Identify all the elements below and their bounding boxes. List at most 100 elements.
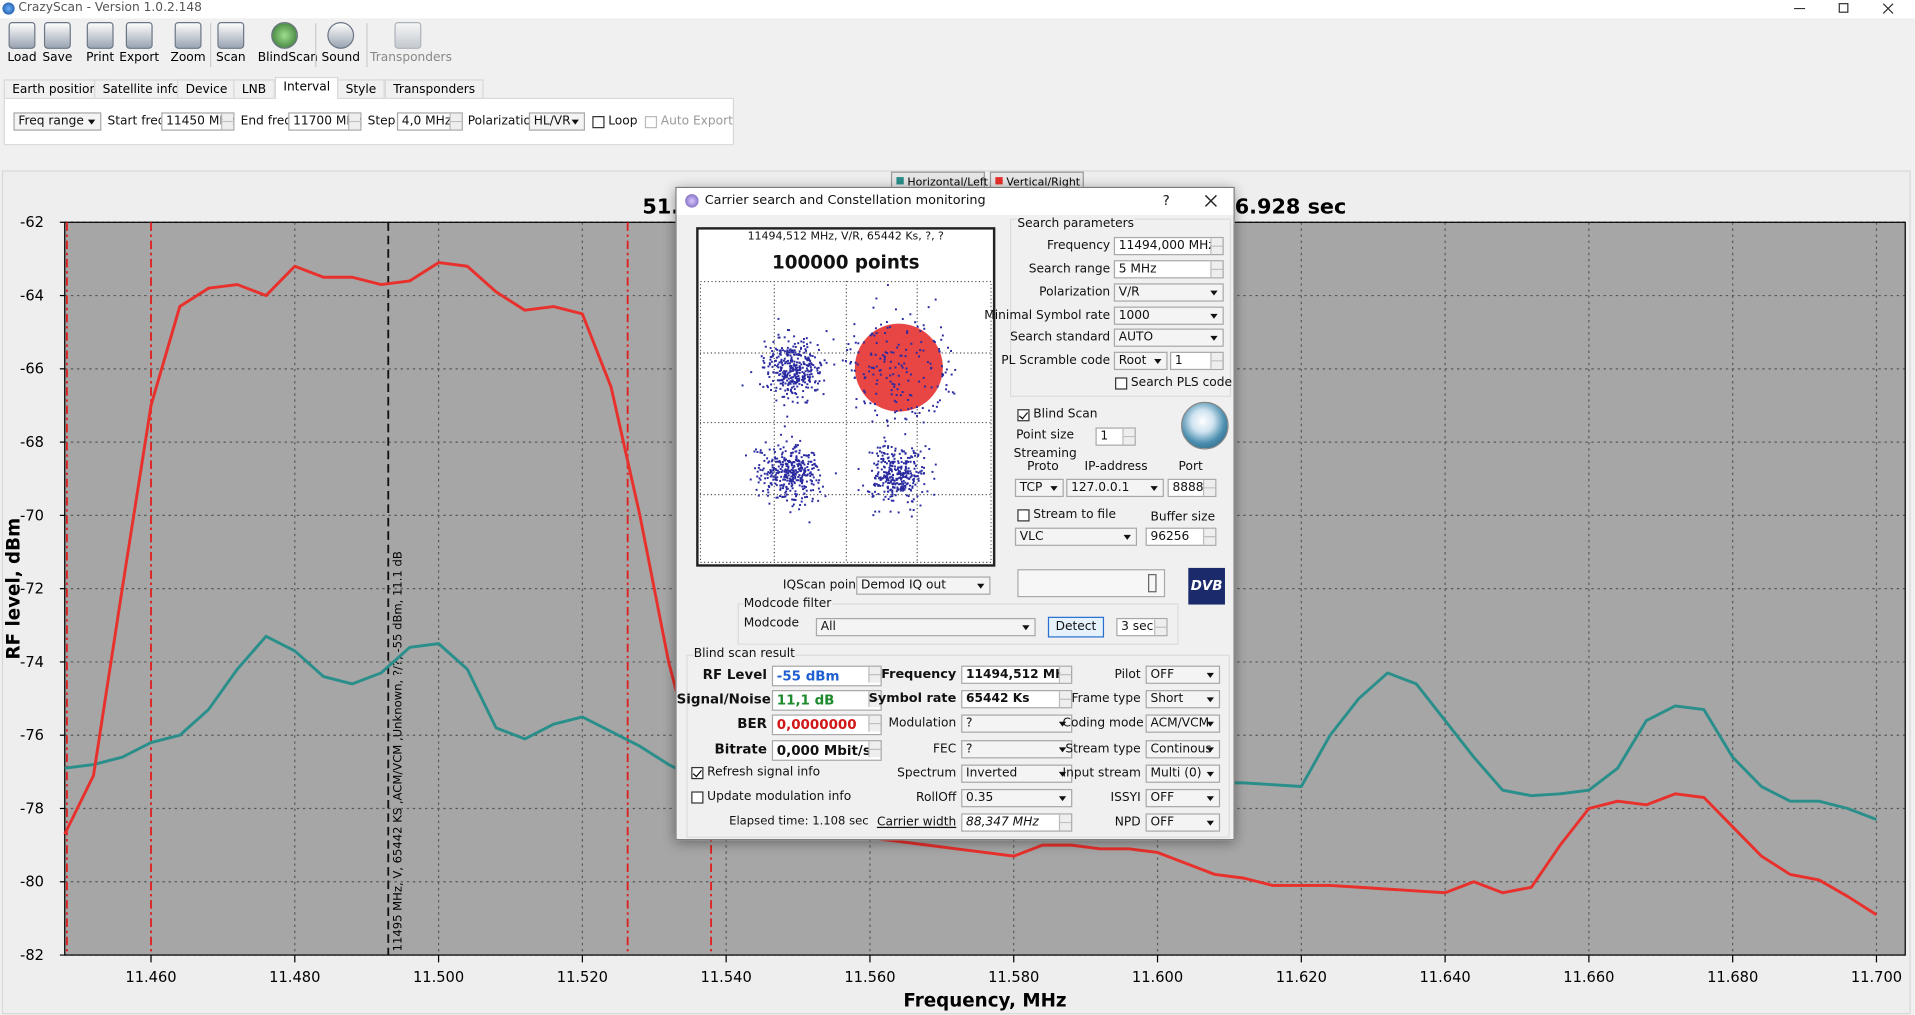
iq-point (772, 352, 775, 355)
iq-point (811, 473, 814, 476)
iq-point (794, 382, 797, 385)
iq-point (903, 362, 906, 365)
iq-point (901, 318, 904, 320)
toolbar-button[interactable]: Export (117, 21, 161, 65)
select[interactable]: VLC (1014, 527, 1138, 546)
toolbar-button[interactable]: Scan (209, 21, 253, 65)
iq-point (897, 483, 900, 486)
select[interactable]: 127.0.0.1 (1066, 478, 1164, 498)
checkbox[interactable] (1017, 409, 1030, 422)
iq-point (875, 332, 878, 335)
iq-point (941, 334, 944, 337)
iq-point (786, 346, 789, 349)
checkbox[interactable] (1115, 377, 1128, 390)
select[interactable]: Demod IQ out (856, 576, 991, 595)
chart-title: 6.928 sec (1235, 195, 1347, 219)
toolbar-button[interactable]: Sound (319, 21, 363, 65)
select[interactable]: TCP (1014, 478, 1064, 498)
tab[interactable]: LNB (233, 79, 275, 99)
window-controls[interactable] (1783, 0, 1905, 17)
iq-point (791, 386, 793, 389)
iq-point (857, 342, 860, 345)
iq-point (921, 407, 924, 410)
toolbar-button[interactable]: Zoom (166, 21, 210, 65)
select[interactable]: 1000 (1113, 306, 1224, 325)
iq-point (891, 495, 894, 498)
iq-point (882, 476, 885, 479)
toolbar-button[interactable]: Load (0, 21, 44, 65)
iq-point (915, 351, 918, 354)
detect-button[interactable]: Detect (1047, 616, 1105, 638)
iq-point (899, 472, 902, 475)
close-button[interactable] (1204, 194, 1219, 209)
tab-active[interactable]: Interval (274, 76, 339, 99)
iq-point (804, 348, 807, 351)
iq-point (789, 382, 792, 385)
input[interactable]: 1 (1095, 427, 1136, 446)
iq-point (799, 469, 802, 472)
iq-point (807, 469, 810, 472)
help-button[interactable]: ? (1162, 192, 1170, 209)
iq-point (807, 462, 810, 465)
input[interactable]: 5 MHz (1113, 260, 1224, 279)
iq-point (790, 485, 793, 488)
iq-point (903, 450, 905, 453)
iq-point (789, 370, 792, 373)
iq-point (891, 482, 894, 485)
iq-point (792, 382, 795, 385)
x-tick-label: 11.480 (269, 969, 320, 986)
dialog-icon (685, 194, 699, 208)
iq-point (798, 452, 801, 455)
input[interactable]: 3 sec (1116, 617, 1168, 637)
iq-point (781, 496, 784, 499)
tab[interactable]: Device (177, 79, 236, 99)
input[interactable]: 96256 (1145, 527, 1217, 546)
iq-point (947, 390, 950, 393)
iq-point (877, 460, 880, 463)
iq-point (792, 353, 795, 356)
tab[interactable]: Earth position (3, 79, 106, 99)
iq-point (774, 477, 777, 480)
select[interactable]: V/R (1113, 283, 1224, 302)
checkbox[interactable] (691, 766, 704, 780)
iq-point (895, 394, 898, 397)
iq-point (774, 482, 777, 485)
select[interactable]: AUTO (1113, 328, 1224, 347)
checkbox[interactable] (691, 791, 704, 804)
checkbox[interactable] (644, 116, 658, 129)
iq-point (887, 478, 889, 481)
iq-point (786, 354, 789, 357)
iq-point (890, 475, 893, 478)
input[interactable]: 8888 (1167, 478, 1217, 498)
checkbox[interactable] (592, 116, 605, 129)
toolbar-button[interactable]: Save (35, 21, 79, 65)
toolbar-button[interactable]: BlindScan (258, 21, 318, 65)
iq-point (926, 490, 929, 493)
iq-point (906, 501, 909, 504)
end-input[interactable]: 11700 MHz (288, 112, 362, 131)
label: Scan (215, 51, 246, 65)
label: IQScan point (782, 578, 861, 593)
iq-point (760, 355, 763, 358)
iq-point (794, 392, 797, 394)
tab[interactable]: Satellite info (94, 79, 188, 99)
input[interactable]: 1 (1170, 351, 1224, 371)
iq-point (917, 477, 920, 480)
toolbar-button[interactable]: Transponders (370, 21, 452, 65)
iq-point (790, 391, 793, 394)
iq-point (798, 365, 801, 368)
tab[interactable]: Transponders (384, 79, 484, 99)
step-input[interactable]: 4,0 MHz (396, 112, 463, 131)
select[interactable]: Root (1113, 351, 1168, 371)
iq-point (906, 482, 909, 485)
pol-select[interactable]: HL/VR (528, 112, 586, 131)
select[interactable]: All (815, 617, 1036, 637)
start-input[interactable]: 11450 MHz (161, 112, 235, 131)
checkbox[interactable] (1017, 509, 1030, 522)
input[interactable]: 11494,000 MHz (1113, 236, 1224, 256)
toolbar-button[interactable]: Print (78, 21, 122, 65)
mode-select[interactable]: Freq range (13, 112, 102, 131)
iq-point (819, 362, 822, 365)
iq-point (868, 490, 871, 493)
iq-point (791, 479, 794, 482)
